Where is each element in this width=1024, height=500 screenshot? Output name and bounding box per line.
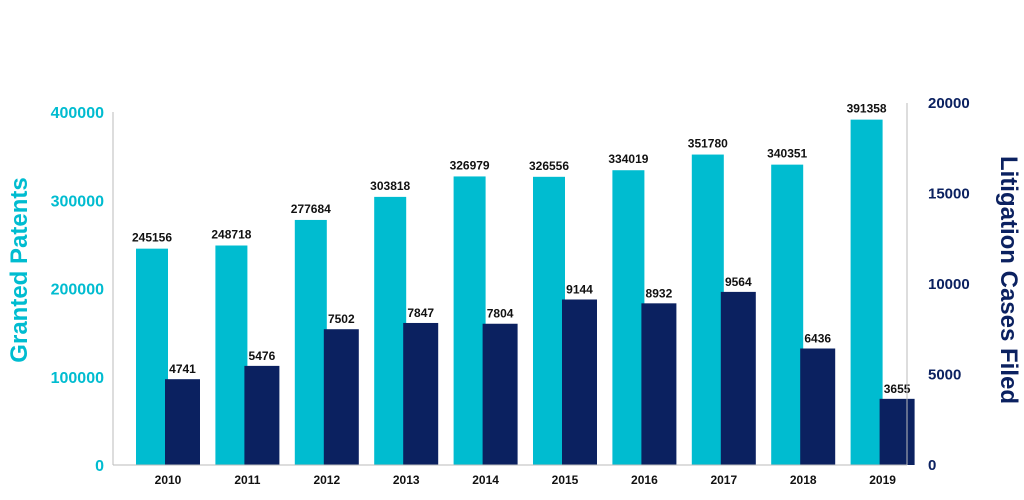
- bar-granted-patents-2018: [771, 164, 804, 465]
- bar-litigation-cases-2017: [720, 291, 756, 465]
- bar-litigation-cases-2019: [879, 398, 915, 465]
- data-label-litigation-cases-2017: 9564: [725, 275, 752, 289]
- data-label-litigation-cases-2014: 7804: [487, 307, 514, 321]
- bar-granted-patents-2019: [850, 119, 883, 466]
- data-label-granted-patents-2012: 277684: [291, 202, 331, 216]
- y-axis-title-right: Litigation Cases Filed: [995, 156, 1022, 404]
- data-label-litigation-cases-2011: 5476: [249, 349, 276, 363]
- bar-granted-patents-2011: [215, 245, 248, 465]
- data-label-granted-patents-2014: 326979: [450, 158, 490, 172]
- bar-litigation-cases-2016: [641, 303, 677, 465]
- data-label-litigation-cases-2012: 7502: [328, 312, 355, 326]
- x-tick-label-2010: 2010: [155, 473, 182, 487]
- bar-litigation-cases-2013: [403, 322, 439, 465]
- data-label-granted-patents-2016: 334019: [608, 152, 648, 166]
- y-tick-label-left-200000: 200000: [51, 282, 104, 299]
- data-label-granted-patents-2015: 326556: [529, 159, 569, 173]
- x-tick-label-2013: 2013: [393, 473, 420, 487]
- data-label-litigation-cases-2019: 3655: [884, 382, 911, 396]
- x-ticks: 2010 2011 2012 2013 2014 2015 2016 2017 2018 2019: [155, 473, 897, 487]
- data-label-litigation-cases-2010: 4741: [169, 362, 196, 376]
- x-tick-label-2016: 2016: [631, 473, 658, 487]
- bar-litigation-cases-2012: [323, 329, 359, 465]
- bar-granted-patents-2010: [136, 248, 168, 465]
- bar-litigation-cases-2018: [800, 348, 836, 465]
- x-tick-label-2012: 2012: [313, 473, 340, 487]
- x-tick-label-2014: 2014: [472, 473, 499, 487]
- y-tick-label-right-15000: 15000: [928, 186, 970, 203]
- data-label-granted-patents-2010: 245156: [132, 231, 172, 245]
- y-tick-label-right-0: 0: [928, 457, 936, 474]
- bar-litigation-cases-2011: [244, 365, 280, 465]
- data-label-granted-patents-2018: 340351: [767, 147, 807, 161]
- bar-granted-patents-2012: [294, 219, 327, 465]
- data-label-litigation-cases-2016: 8932: [646, 286, 673, 300]
- bars-layer: [136, 119, 915, 466]
- bar-granted-patents-2014: [453, 176, 486, 465]
- y-tick-label-right-5000: 5000: [928, 367, 961, 384]
- x-tick-label-2018: 2018: [790, 473, 817, 487]
- y-ticks-left: 0 100000 200000 300000 400000: [51, 105, 104, 475]
- x-tick-label-2011: 2011: [234, 473, 260, 487]
- data-labels-layer: 245156 4741 248718 5476 277684 7502 303818 7847…: [132, 102, 911, 396]
- bar-granted-patents-2016: [612, 170, 645, 466]
- y-tick-label-left-400000: 400000: [51, 105, 104, 122]
- y-tick-label-right-10000: 10000: [928, 276, 970, 293]
- x-tick-label-2019: 2019: [869, 473, 896, 487]
- y-tick-label-left-300000: 300000: [51, 193, 104, 210]
- x-tick-label-2017: 2017: [710, 473, 737, 487]
- bar-granted-patents-2017: [691, 154, 724, 466]
- y-tick-label-left-0: 0: [95, 458, 104, 475]
- bar-litigation-cases-2014: [482, 323, 518, 465]
- x-tick-label-2015: 2015: [552, 473, 579, 487]
- data-label-litigation-cases-2013: 7847: [407, 306, 434, 320]
- data-label-granted-patents-2011: 248718: [211, 228, 251, 242]
- data-label-litigation-cases-2018: 6436: [804, 332, 831, 346]
- bar-litigation-cases-2015: [562, 299, 597, 465]
- data-label-granted-patents-2019: 391358: [847, 102, 887, 116]
- data-label-granted-patents-2013: 303818: [370, 179, 410, 193]
- bar-granted-patents-2015: [533, 176, 565, 465]
- bar-litigation-cases-2010: [165, 379, 200, 465]
- y-tick-label-right-20000: 20000: [928, 95, 970, 112]
- y-axis-title-left: Granted Patents: [6, 177, 33, 362]
- y-tick-label-left-100000: 100000: [51, 370, 104, 387]
- y-ticks-right: 0 5000 10000 15000 20000: [928, 95, 970, 474]
- data-label-litigation-cases-2015: 9144: [566, 282, 593, 296]
- data-label-granted-patents-2017: 351780: [688, 137, 728, 151]
- bar-granted-patents-2013: [374, 196, 407, 465]
